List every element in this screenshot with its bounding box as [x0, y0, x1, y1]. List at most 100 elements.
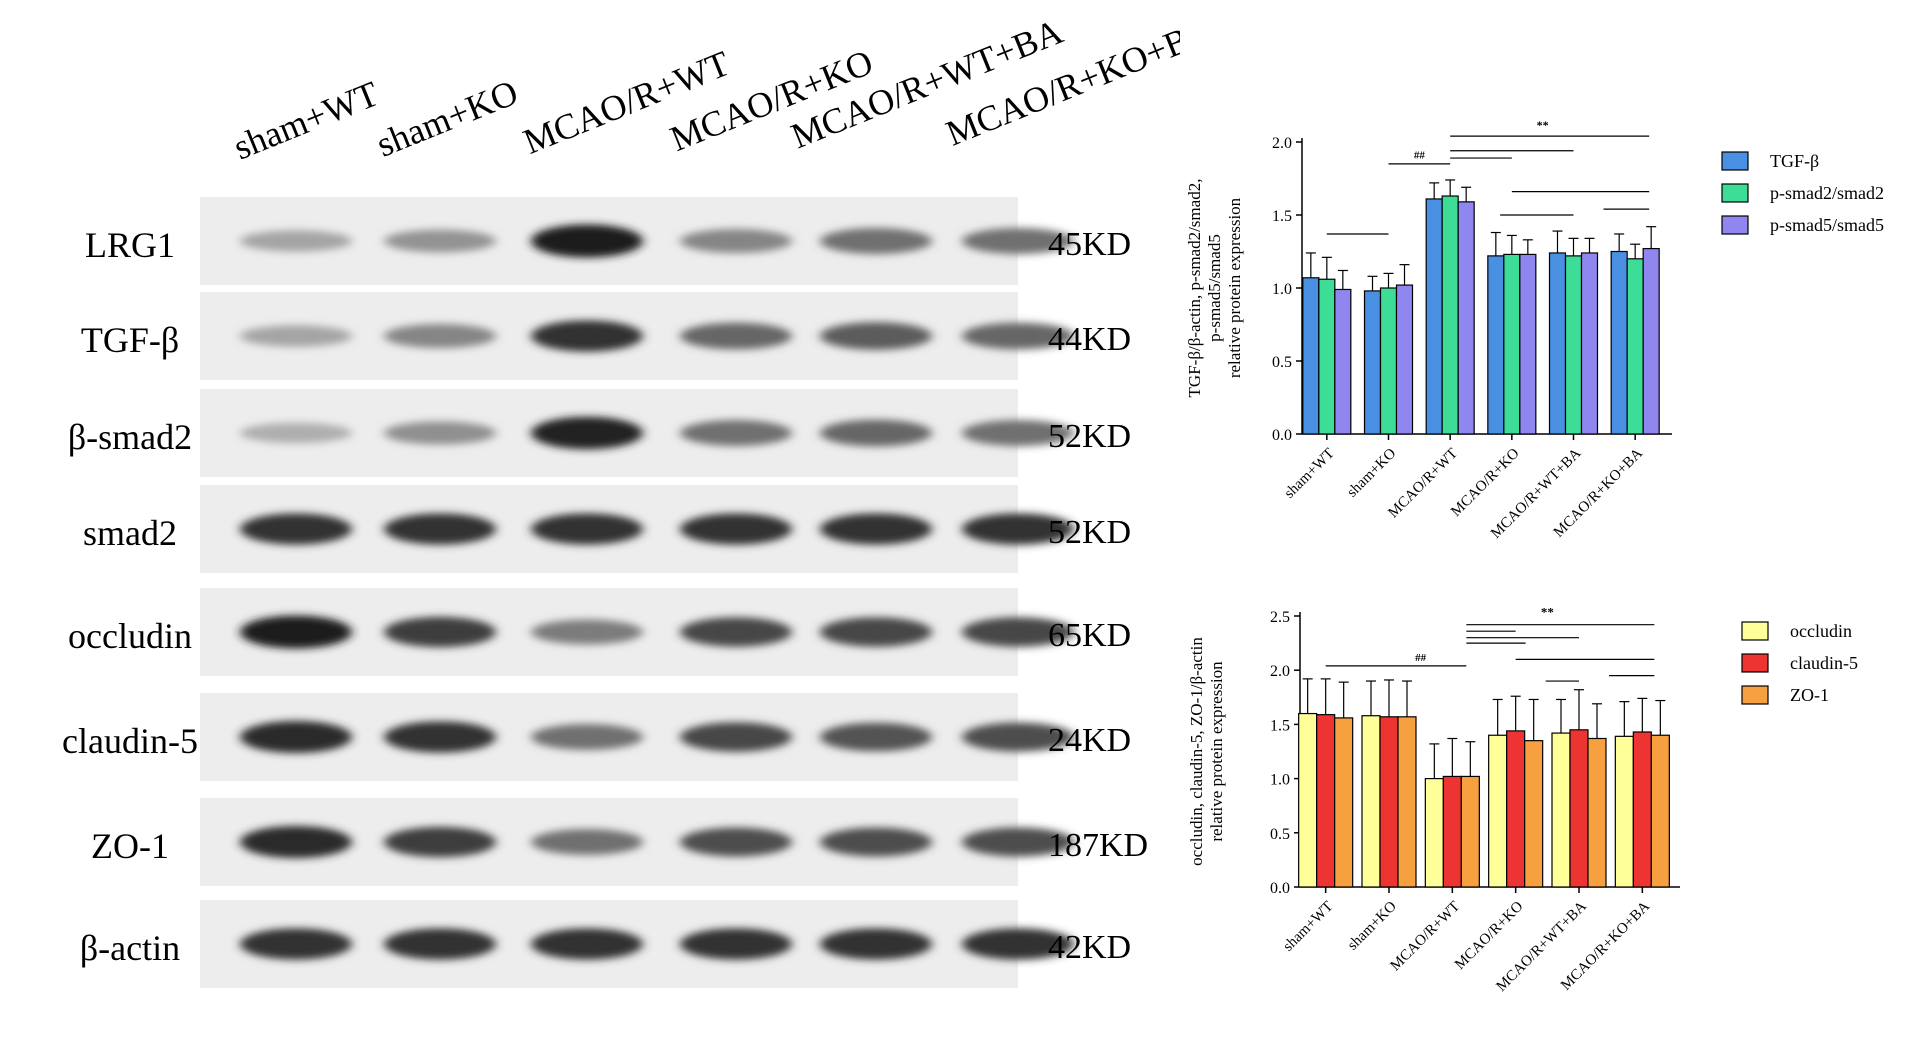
protein-label: β-actin — [80, 928, 180, 968]
blot-band — [680, 228, 792, 254]
y-tick-label: 2.0 — [1270, 663, 1290, 680]
blot-band — [384, 826, 496, 858]
significance-marker: ## — [1414, 149, 1426, 161]
bar-p-smad2-smad2 — [1626, 258, 1644, 435]
bar-claudin-5 — [1379, 716, 1399, 888]
y-tick-label: 1.5 — [1272, 208, 1292, 225]
blot-band — [240, 513, 352, 545]
bar-zo-1 — [1460, 775, 1480, 888]
bar-p-smad2-smad2 — [1441, 195, 1459, 435]
lane-label-sham-wt: sham+WT — [228, 73, 384, 167]
blot-band — [531, 928, 643, 960]
y-axis-label-line: relative protein expression — [1225, 197, 1244, 378]
blot-row-smad2: smad2 52KD — [83, 485, 1131, 573]
molecular-weight-label: 52KD — [1048, 514, 1131, 551]
bar-zo-1 — [1650, 734, 1670, 888]
blot-band — [680, 928, 792, 960]
bar-tgf — [1425, 198, 1443, 435]
blot-band — [962, 827, 1074, 857]
blot-band — [531, 619, 643, 645]
blot-band — [680, 722, 792, 752]
blot-band — [680, 827, 792, 857]
blot-band — [240, 825, 352, 859]
blot-band — [384, 721, 496, 753]
legend-label: claudin-5 — [1790, 653, 1858, 673]
x-tick-labels: sham+WT sham+KOMCAO/R+WTMCAO/R+KOMCAO/R+W… — [1281, 445, 1646, 541]
blot-band — [820, 228, 932, 254]
y-tick-label: 0.0 — [1272, 427, 1292, 444]
bar-p-smad5-smad5 — [1457, 201, 1475, 435]
molecular-weight-label: 42KD — [1048, 929, 1131, 966]
blot-band — [384, 928, 496, 960]
axes: 0.0 0.5 1.0 1.5 2.0 — [1272, 135, 1672, 444]
bar-claudin-5 — [1632, 731, 1652, 888]
blot-band — [384, 229, 496, 253]
y-tick-label: 2.5 — [1270, 609, 1290, 626]
bar-p-smad5-smad5 — [1395, 284, 1414, 435]
molecular-weight-label: 24KD — [1048, 722, 1131, 759]
blot-band — [820, 322, 932, 350]
molecular-weight-label: 52KD — [1048, 418, 1131, 455]
blot-row-lrg1: LRG1 45KD — [85, 197, 1131, 285]
blot-band — [820, 928, 932, 960]
protein-label: TGF-β — [81, 320, 179, 360]
legend-label: p-smad5/smad5 — [1770, 215, 1884, 235]
bars — [1302, 179, 1660, 435]
x-tick-label: sham+KO — [1345, 898, 1400, 953]
blot-band — [820, 827, 932, 857]
protein-label: smad2 — [83, 513, 177, 553]
blot-band — [384, 323, 496, 349]
blot-row-smad2: β-smad2 52KD — [68, 389, 1131, 477]
bar-p-smad2-smad2 — [1318, 278, 1336, 435]
significance-lines: ## ** — [1326, 118, 1650, 235]
blot-band — [384, 513, 496, 545]
bar-tgf — [1363, 290, 1382, 435]
y-axis-label-line: TGF-β/β-actin, p-smad2/smad2, — [1185, 179, 1204, 398]
protein-label: LRG1 — [85, 225, 175, 265]
bar-tgf — [1487, 255, 1505, 435]
blot-band — [240, 615, 352, 649]
y-tick-label: 2.0 — [1272, 135, 1292, 152]
y-tick-label: 1.0 — [1272, 281, 1292, 298]
blot-band — [962, 928, 1074, 960]
blot-band — [962, 420, 1074, 446]
legend-label: ZO-1 — [1790, 685, 1829, 705]
bar-zo-1 — [1587, 737, 1607, 888]
blot-row-zo-1: ZO-1 187KD — [91, 798, 1148, 886]
blot-band — [962, 722, 1074, 752]
legend-label: p-smad2/smad2 — [1770, 183, 1884, 203]
y-tick-label: 1.0 — [1270, 772, 1290, 789]
x-tick-label: sham+WT — [1280, 899, 1336, 955]
lane-label-sham-ko: sham+KO — [371, 72, 523, 165]
legend: TGF-β p-smad2/smad2 p-smad5/smad5 — [1721, 151, 1884, 235]
bar-tgf — [1610, 250, 1628, 435]
legend-label: TGF-β — [1770, 151, 1819, 171]
blot-band — [962, 322, 1074, 350]
blot-band — [240, 928, 352, 960]
blot-band — [962, 513, 1074, 545]
significance-marker: ** — [1541, 604, 1554, 619]
blot-band — [820, 513, 932, 545]
y-tick-label: 0.0 — [1270, 880, 1290, 897]
bar-occludin — [1298, 712, 1318, 888]
blot-band — [240, 325, 352, 347]
blot-band — [531, 724, 643, 750]
bar-p-smad2-smad2 — [1564, 255, 1583, 435]
significance-marker: ## — [1415, 652, 1427, 664]
blot-row-occludin: occludin 65KD — [68, 588, 1131, 676]
blot-band — [680, 617, 792, 647]
blot-band — [680, 513, 792, 545]
bar-claudin-5 — [1569, 729, 1589, 888]
protein-label: claudin-5 — [62, 721, 198, 761]
blot-band — [240, 422, 352, 444]
y-tick-label: 1.5 — [1270, 717, 1290, 734]
bar-occludin — [1488, 734, 1508, 888]
y-axis-label-line: relative protein expression — [1207, 661, 1226, 842]
bar-p-smad2-smad2 — [1503, 253, 1521, 435]
legend-swatch-tgf — [1721, 151, 1749, 171]
significance-marker: ** — [1537, 118, 1549, 132]
blot-band — [384, 616, 496, 648]
blot-band — [531, 513, 643, 545]
western-blot-panel: sham+WTsham+KOMCAO/R+WTMCAO/R+KOMCAO/R+W… — [62, 10, 1180, 988]
legend-swatch-p-smad5-smad5 — [1721, 215, 1749, 235]
